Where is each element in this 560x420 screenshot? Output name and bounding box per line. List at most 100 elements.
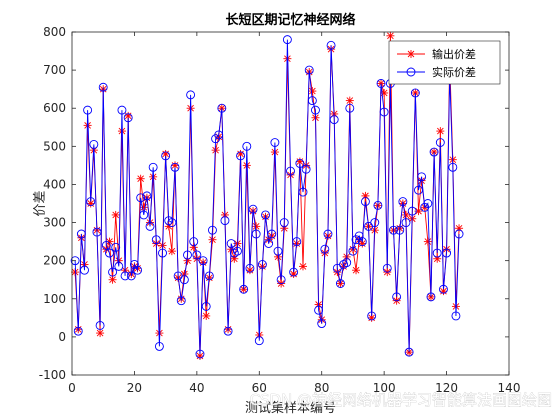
data-point: [111, 242, 121, 252]
data-point: [439, 284, 448, 294]
data-point: [448, 162, 458, 172]
data-point: [323, 229, 333, 239]
data-point: [289, 267, 299, 277]
y-tick-label: 200: [43, 254, 66, 268]
y-tick-label: 400: [43, 177, 66, 191]
data-point: [276, 275, 286, 285]
data-point: [167, 247, 176, 256]
legend-marker: [407, 50, 415, 58]
data-point: [367, 311, 377, 321]
data-point: [214, 130, 224, 140]
legend-marker-output: [407, 50, 415, 58]
data-point: [92, 227, 102, 237]
data-point: [389, 225, 398, 235]
data-point: [176, 296, 186, 306]
data-point: [129, 260, 139, 269]
data-point: [108, 275, 117, 284]
data-point: [105, 248, 114, 258]
watermark: CSDN @神经网络机器学习智能算法画图绘图: [249, 391, 552, 409]
data-point: [167, 218, 177, 228]
data-point: [133, 265, 143, 275]
x-axis: 0 20 40 60 80 100 120 140: [68, 32, 520, 395]
data-point: [198, 256, 208, 266]
x-axis-label: 测试集样本编号: [245, 400, 336, 416]
data-point: [126, 271, 136, 281]
x-tick-label: 0: [68, 381, 76, 395]
data-point: [70, 256, 80, 266]
data-point: [298, 187, 308, 197]
data-point: [301, 164, 311, 174]
data-point: [442, 248, 452, 258]
data-point: [342, 258, 352, 268]
data-point: [245, 263, 255, 273]
legend-label-output: 输出价差: [432, 47, 476, 61]
data-point: [267, 229, 277, 239]
y-tick-label: 600: [43, 101, 66, 115]
data-point: [111, 210, 120, 219]
y-tick-label: 100: [43, 292, 66, 306]
data-point: [348, 246, 358, 256]
data-point: [360, 197, 370, 207]
data-point: [114, 261, 124, 271]
y-tick-label: 300: [43, 216, 66, 230]
x-tick-label: 20: [127, 381, 142, 395]
data-point: [417, 172, 427, 182]
data-point: [252, 222, 261, 231]
data-point: [401, 210, 410, 219]
chart-title: 长短区期记忆神经网络: [225, 12, 355, 28]
data-point: [352, 266, 361, 275]
data-point: [108, 267, 118, 277]
data-point: [201, 301, 211, 311]
data-point: [326, 40, 336, 50]
data-point: [382, 263, 392, 273]
data-point: [298, 262, 307, 271]
legend-marker: [406, 67, 416, 77]
data-point: [139, 210, 149, 220]
data-point: [451, 311, 461, 321]
series-actual: [70, 35, 464, 359]
data-point: [282, 35, 292, 45]
data-point: [158, 248, 167, 258]
data-point: [398, 197, 408, 207]
data-point: [357, 237, 367, 247]
y-tick-label: 800: [43, 25, 66, 39]
data-point: [320, 244, 330, 254]
data-point: [404, 347, 414, 357]
data-point: [261, 210, 270, 220]
data-point: [436, 127, 445, 136]
legend-box: [388, 40, 501, 85]
axes-box: [71, 31, 510, 376]
data-point: [151, 235, 161, 245]
data-point: [208, 235, 217, 244]
data-point: [354, 231, 364, 241]
data-point: [80, 265, 89, 275]
data-point: [189, 237, 199, 247]
legend-label-actual: 实际价差: [432, 65, 476, 79]
data-point: [83, 105, 93, 115]
data-point: [407, 206, 417, 216]
data-point: [148, 162, 158, 172]
data-point: [423, 237, 432, 246]
data-point: [345, 103, 355, 113]
data-point: [73, 326, 83, 336]
data-point: [286, 166, 295, 176]
data-point: [423, 199, 433, 208]
data-point: [123, 113, 133, 123]
data-point: [98, 82, 108, 92]
data-point: [86, 197, 96, 207]
data-point: [432, 248, 442, 258]
series-layer: [70, 31, 464, 360]
data-point: [410, 88, 420, 98]
x-tick-label: 140: [498, 381, 521, 395]
y-axis-label: 价差: [33, 190, 48, 216]
data-point: [401, 218, 411, 228]
data-point: [279, 218, 289, 228]
data-point: [429, 147, 439, 157]
data-point: [154, 341, 164, 351]
data-point: [226, 239, 236, 248]
data-point: [120, 271, 130, 281]
legend: 输出价差 实际价差: [388, 40, 501, 85]
data-point: [223, 326, 233, 336]
data-point: [370, 218, 380, 228]
data-point: [179, 275, 189, 285]
